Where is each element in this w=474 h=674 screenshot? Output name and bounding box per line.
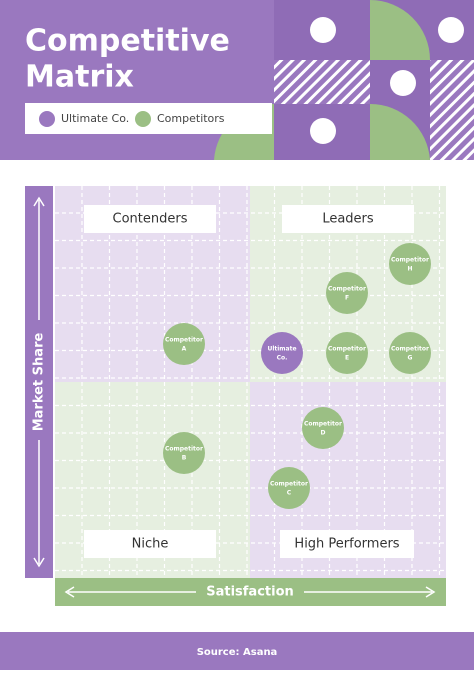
x-axis-arrows bbox=[64, 586, 436, 598]
node-label: Ultimate bbox=[267, 346, 296, 353]
nodes: Ultimate Co. Competitor A Competitor B Competi… bbox=[163, 243, 431, 509]
node-label: G bbox=[408, 355, 413, 362]
quadrant-label: High Performers bbox=[294, 537, 399, 552]
x-axis-label: Satisfaction bbox=[206, 585, 294, 600]
legend-label: Ultimate Co. bbox=[61, 112, 129, 125]
quadrant-label-box bbox=[84, 205, 216, 233]
node-label: Competitor bbox=[165, 337, 203, 344]
footer-band bbox=[0, 632, 474, 670]
node-label: Competitor bbox=[270, 481, 308, 488]
footer-source: Source: Asana bbox=[197, 647, 278, 658]
legend-swatch bbox=[135, 111, 151, 127]
node bbox=[261, 332, 303, 374]
node-label: Competitor bbox=[165, 446, 203, 453]
y-axis-label: Market Share bbox=[32, 333, 47, 432]
node-label: Competitor bbox=[391, 257, 429, 264]
node-label: C bbox=[287, 490, 292, 497]
title-line: Competitive bbox=[25, 24, 230, 59]
node bbox=[302, 407, 344, 449]
node bbox=[268, 467, 310, 509]
node-label: D bbox=[321, 430, 326, 437]
node bbox=[389, 243, 431, 285]
node-label: E bbox=[345, 355, 349, 362]
quadrant-label-box bbox=[280, 530, 414, 558]
node-label: Competitor bbox=[304, 421, 342, 428]
node-label: Competitor bbox=[328, 286, 366, 293]
y-axis-arrows bbox=[33, 196, 45, 568]
node bbox=[389, 332, 431, 374]
node bbox=[326, 272, 368, 314]
legend-swatch bbox=[39, 111, 55, 127]
node bbox=[163, 432, 205, 474]
decoration bbox=[214, 0, 474, 160]
node bbox=[326, 332, 368, 374]
legend-label: Competitors bbox=[157, 112, 225, 125]
quadrant-label: Leaders bbox=[322, 212, 374, 227]
quadrant-label: Niche bbox=[132, 537, 169, 552]
quadrant-label-box bbox=[282, 205, 414, 233]
node-label: H bbox=[407, 266, 412, 273]
node-label: Competitor bbox=[328, 346, 366, 353]
node-label: A bbox=[182, 346, 187, 353]
quadrant-labels: Contenders Leaders Niche High Performers bbox=[84, 205, 414, 558]
node-label: B bbox=[182, 455, 187, 462]
title-line: Matrix bbox=[25, 60, 134, 95]
quadrant-label-box bbox=[84, 530, 216, 558]
node-label: Competitor bbox=[391, 346, 429, 353]
node-label: F bbox=[345, 295, 349, 302]
node bbox=[163, 323, 205, 365]
quadrant-label: Contenders bbox=[113, 212, 188, 227]
node-label: Co. bbox=[277, 355, 288, 362]
